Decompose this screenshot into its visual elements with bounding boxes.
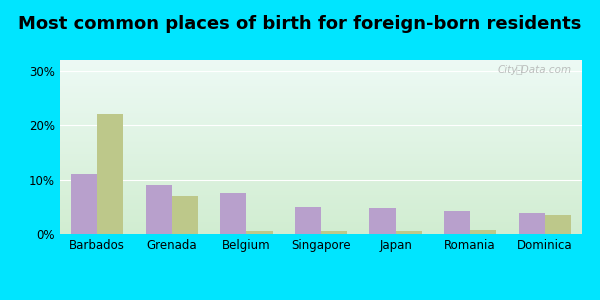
Bar <box>395 231 422 234</box>
Bar <box>321 231 347 234</box>
Bar <box>295 207 321 234</box>
Bar <box>71 174 97 234</box>
Bar <box>444 211 470 234</box>
Bar <box>545 215 571 234</box>
Text: City-Data.com: City-Data.com <box>497 65 572 75</box>
Bar <box>370 208 395 234</box>
Bar <box>220 193 247 234</box>
Bar <box>518 213 545 234</box>
Bar <box>470 230 496 234</box>
Bar <box>172 196 198 234</box>
Text: Most common places of birth for foreign-born residents: Most common places of birth for foreign-… <box>19 15 581 33</box>
Bar <box>97 114 124 234</box>
Legend: Zip code 32612, Florida: Zip code 32612, Florida <box>207 296 435 300</box>
Bar <box>146 185 172 234</box>
Bar <box>247 231 272 234</box>
Text: ⦿: ⦿ <box>515 65 522 75</box>
